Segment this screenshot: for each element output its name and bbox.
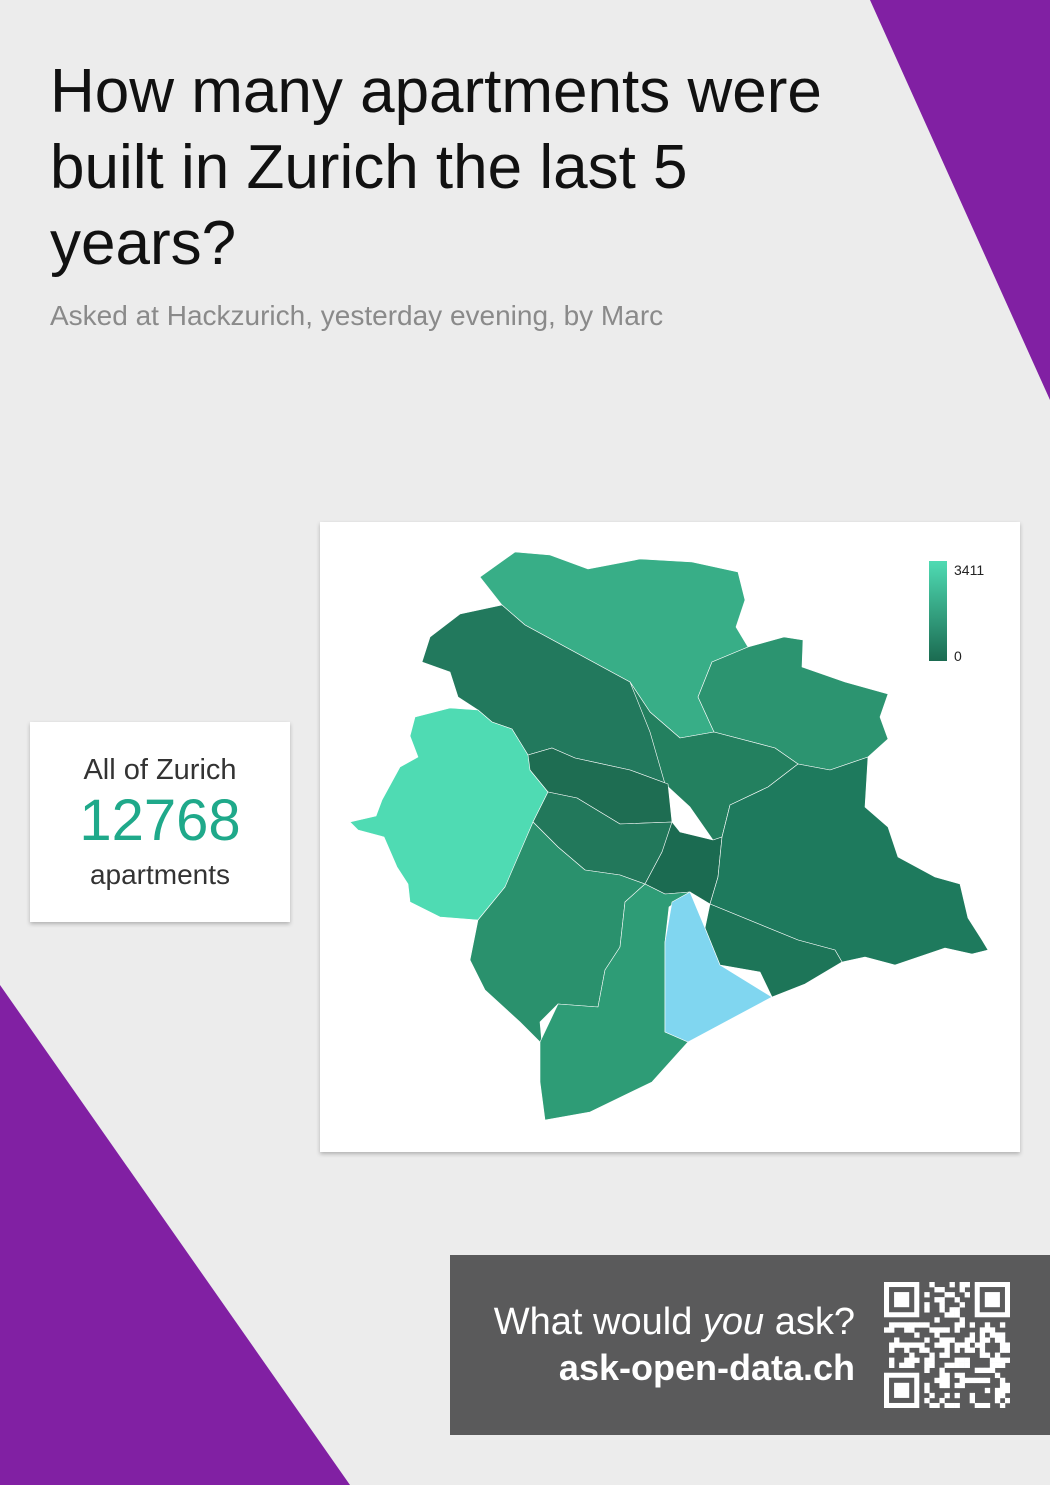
cta-question: What would you ask? xyxy=(494,1301,855,1344)
legend-gradient-bar xyxy=(929,561,947,661)
purple-triangle-top-right xyxy=(870,0,1050,400)
stat-value: 12768 xyxy=(79,788,241,853)
stat-unit: apartments xyxy=(89,859,231,890)
cta-url-link[interactable]: ask-open-data.ch xyxy=(558,1347,855,1388)
cta-question-suffix: ask? xyxy=(764,1301,855,1343)
legend-min-label: 0 xyxy=(954,648,962,664)
page-title: How many apartments were built in Zurich… xyxy=(50,57,822,278)
purple-triangle-bottom-left xyxy=(0,985,350,1485)
total-stat-card: All of Zurich 12768 apartments xyxy=(30,722,290,922)
district-lake-no-data xyxy=(664,891,773,1043)
stat-label: All of Zurich xyxy=(83,754,237,786)
cta-question-emphasis: you xyxy=(702,1301,765,1343)
district-west xyxy=(349,707,553,921)
zurich-district-map xyxy=(349,551,989,1121)
legend-max-label: 3411 xyxy=(954,562,985,578)
district-map-card: 3411 0 xyxy=(320,522,1020,1152)
page-subtitle: Asked at Hackzurich, yesterday evening, … xyxy=(50,300,664,331)
qr-code-icon[interactable] xyxy=(884,1282,1010,1408)
district-north-east xyxy=(697,636,889,771)
cta-question-prefix: What would xyxy=(493,1301,703,1343)
call-to-action-panel: What would you ask? ask-open-data.ch xyxy=(450,1255,1050,1435)
district-south xyxy=(539,883,691,1121)
